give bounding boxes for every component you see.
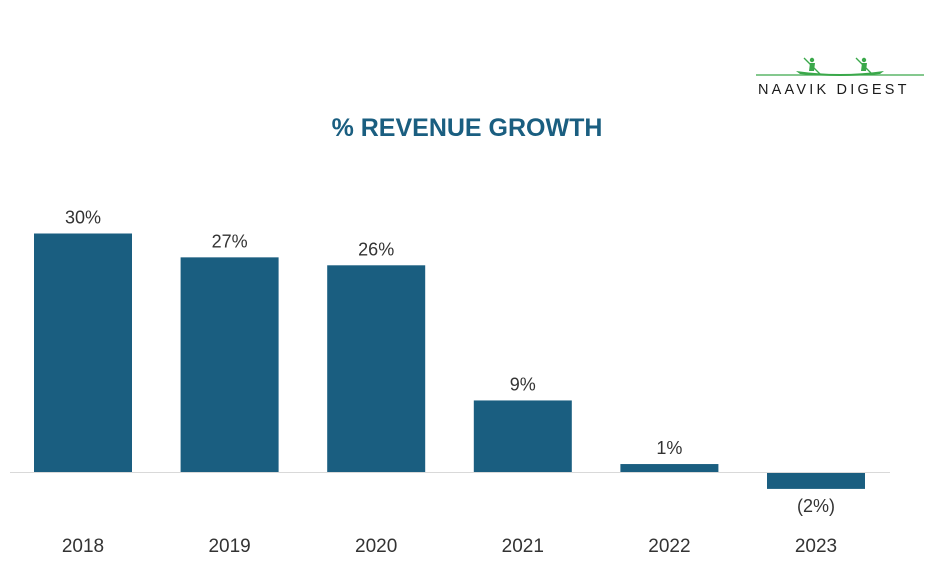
bar-2018	[34, 233, 132, 472]
bar-2023	[767, 473, 865, 489]
x-tick-2023: 2023	[795, 536, 837, 557]
data-label-2020: 26%	[358, 239, 394, 259]
brand-logo: NAAVIK DIGEST	[752, 52, 928, 102]
data-label-2018: 30%	[65, 208, 101, 228]
chart-title: % REVENUE GROWTH	[331, 114, 603, 142]
data-label-2023: (2%)	[797, 496, 835, 516]
brand-name: NAAVIK DIGEST	[758, 82, 910, 98]
x-tick-2019: 2019	[208, 536, 250, 557]
x-tick-2018: 2018	[62, 536, 104, 557]
data-label-2019: 27%	[212, 231, 248, 251]
x-tick-2022: 2022	[648, 536, 690, 557]
x-tick-2021: 2021	[502, 536, 544, 557]
x-tick-2020: 2020	[355, 536, 397, 557]
data-label-2022: 1%	[656, 438, 682, 458]
bar-2021	[473, 400, 572, 472]
rowing-boat-icon	[756, 57, 924, 76]
bar-2022	[620, 464, 719, 472]
data-label-2021: 9%	[510, 374, 536, 394]
bar-2019	[180, 257, 279, 472]
bar-2020	[327, 265, 426, 472]
